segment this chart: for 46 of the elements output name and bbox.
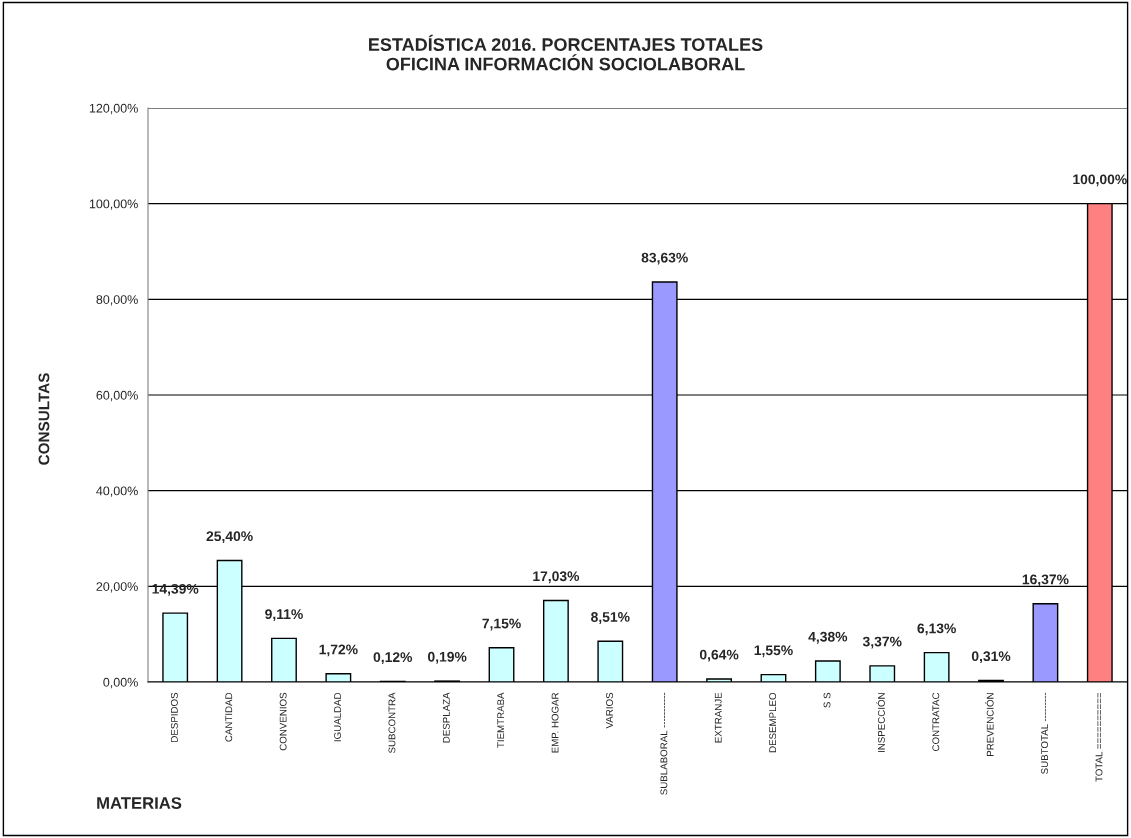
data-label: 3,37% xyxy=(862,636,902,649)
x-tick-label: TIEMTRABA xyxy=(497,692,505,748)
x-tick-label: CANTIDAD xyxy=(225,692,233,742)
x-axis-title: MATERIAS xyxy=(97,797,182,809)
x-tick-label: SUBCONTRA xyxy=(388,692,396,754)
chart-title: ESTADÍSTICA 2016. PORCENTAJES TOTALES OFICINA INFORMACIÓN SOCIOLABORAL xyxy=(369,34,763,71)
data-label: 7,15% xyxy=(482,618,521,631)
data-label: 100,00% xyxy=(1073,174,1127,187)
x-tick-label: DESPLAZA xyxy=(442,692,450,743)
x-tick-label: EMP. HOGAR xyxy=(551,692,559,753)
x-tick-label: SUBTOTAL --------- xyxy=(1041,692,1049,774)
x-tick-label: EXTRANJE xyxy=(714,692,722,743)
y-tick-label: 0,00% xyxy=(103,677,138,689)
data-label: 6,13% xyxy=(917,623,956,636)
y-tick-label: 60,00% xyxy=(96,390,138,402)
x-tick-label: DESPIDOS xyxy=(170,692,178,742)
data-label: 9,11% xyxy=(265,609,303,622)
y-axis-title: CONSULTAS xyxy=(38,373,50,465)
x-tick-label: VARIOS xyxy=(606,692,613,729)
data-label: 0,12% xyxy=(373,652,413,665)
data-label: 25,40% xyxy=(206,531,253,544)
x-tick-label: S S xyxy=(823,692,831,708)
data-label: 14,39% xyxy=(152,583,199,596)
data-label: 1,72% xyxy=(319,644,358,657)
x-tick-label: CONTRATAC xyxy=(932,692,940,751)
data-label: 83,63% xyxy=(641,252,688,265)
data-label: 16,37% xyxy=(1022,574,1069,587)
x-tick-label: TOTAL ========== xyxy=(1095,692,1103,782)
x-tick-label: SUBLABORAL ----------- xyxy=(660,692,668,795)
x-tick-label: INSPECCIÓN xyxy=(876,693,885,753)
x-tick-label: IGUALDAD xyxy=(334,692,341,742)
data-label: 17,03% xyxy=(533,571,580,584)
x-tick-label: PREVENCIÓN xyxy=(985,693,994,756)
data-label: 1,55% xyxy=(754,645,793,658)
x-tick-label: CONVENIOS xyxy=(279,692,287,751)
y-tick-label: 40,00% xyxy=(96,486,138,497)
y-tick-label: 20,00% xyxy=(96,582,138,593)
data-label: 0,64% xyxy=(699,649,739,662)
y-tick-label: 80,00% xyxy=(96,295,138,306)
y-tick-label: 120,00% xyxy=(89,103,138,115)
data-label: 0,19% xyxy=(428,651,467,664)
x-tick-label: DESEMPLEO xyxy=(769,692,777,753)
data-label: 4,38% xyxy=(808,631,848,644)
data-label: 8,51% xyxy=(591,612,630,624)
data-label: 0,31% xyxy=(971,651,1011,664)
y-tick-label: 100,00% xyxy=(89,199,138,210)
